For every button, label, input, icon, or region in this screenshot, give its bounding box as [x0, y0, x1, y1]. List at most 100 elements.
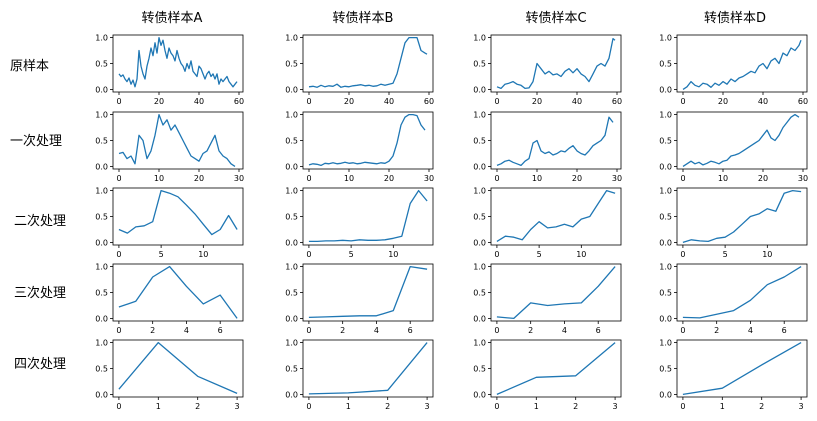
chart-panel-r2-a: 0.0 0.5 1.0 0 5 10	[95, 187, 244, 259]
axes-frame-r1-a	[112, 111, 244, 170]
row-label-original: 原样本	[10, 59, 49, 74]
y-tick-label-r3-d-2: 1.0	[659, 263, 672, 272]
y-tick-label-r3-b-1: 0.5	[285, 289, 298, 298]
y-tick-label-r2-b-1: 0.5	[285, 213, 298, 222]
x-tick-label-r1-c-0: 0	[494, 174, 499, 183]
series-line-r2-c	[496, 189, 616, 242]
chart-panel-r0-b: 0.0 0.5 1.0 0 20 40 60	[285, 34, 434, 106]
series-line-r0-d	[682, 39, 802, 90]
y-tick-label-r3-a-0: 0.0	[95, 314, 108, 323]
x-tick-label-r4-d-2: 2	[759, 402, 764, 411]
x-tick-label-r1-b-3: 30	[424, 174, 434, 183]
series-line-r1-c	[496, 116, 614, 167]
y-tick-label-r1-a-1: 0.5	[95, 137, 108, 146]
y-tick-label-r2-d-2: 1.0	[659, 187, 672, 196]
y-tick-label-r0-b-2: 1.0	[285, 34, 298, 43]
x-tick-label-r3-c-3: 6	[596, 326, 601, 335]
x-tick-label-r3-d-1: 2	[714, 326, 719, 335]
chart-panel-r3-c: 0.0 0.5 1.0 0 2 4 6	[473, 263, 622, 335]
y-tick-label-r4-a-0: 0.0	[95, 390, 108, 399]
series-line-r3-a	[118, 265, 238, 319]
row-label-third-pass: 三次处理	[14, 285, 66, 301]
x-tick-label-r4-a-1: 1	[156, 402, 161, 411]
column-titles: 转债样本A 转债样本B 转债样本C 转债样本D	[142, 11, 766, 26]
y-tick-label-r3-c-1: 0.5	[473, 289, 486, 298]
x-tick-label-r3-c-2: 4	[562, 326, 567, 335]
x-tick-label-r2-a-2: 10	[198, 250, 208, 259]
axes-frame-r3-b	[302, 263, 434, 322]
y-tick-label-r1-b-2: 1.0	[285, 111, 298, 120]
x-tick-label-r3-c-0: 0	[494, 326, 499, 335]
x-tick-label-r1-c-3: 30	[612, 174, 622, 183]
series-line-r4-a	[118, 341, 238, 394]
y-tick-label-r1-a-2: 1.0	[95, 111, 108, 120]
x-tick-label-r2-a-0: 0	[116, 250, 121, 259]
chart-panel-r1-b: 0.0 0.5 1.0 0 10 20 30	[285, 111, 434, 183]
x-tick-label-r3-d-0: 0	[680, 326, 685, 335]
y-tick-label-r4-b-1: 0.5	[285, 365, 298, 374]
x-tick-label-r0-c-1: 20	[532, 97, 542, 106]
y-tick-label-r2-c-2: 1.0	[473, 187, 486, 196]
axes-frame-r2-d	[676, 187, 808, 246]
x-tick-label-r0-d-0: 0	[680, 97, 685, 106]
x-tick-label-r1-a-0: 0	[116, 174, 121, 183]
y-tick-label-r1-b-1: 0.5	[285, 137, 298, 146]
axes-frame-r3-a	[112, 263, 244, 322]
x-tick-label-r0-a-3: 60	[234, 97, 244, 106]
y-tick-label-r0-c-0: 0.0	[473, 85, 486, 94]
y-tick-label-r0-a-2: 1.0	[95, 34, 108, 43]
x-tick-label-r0-d-1: 20	[718, 97, 728, 106]
x-tick-label-r4-c-3: 3	[613, 402, 618, 411]
y-tick-label-r0-c-1: 0.5	[473, 60, 486, 69]
y-tick-label-r4-c-0: 0.0	[473, 390, 486, 399]
x-tick-label-r3-a-0: 0	[116, 326, 121, 335]
panels: 0.00.51.00 20 40 600.00.51.00 20 40 600.00.51.…	[95, 34, 808, 411]
x-tick-label-r3-d-2: 4	[748, 326, 753, 335]
x-tick-label-r3-d-3: 6	[782, 326, 787, 335]
x-tick-label-r0-c-2: 40	[572, 97, 582, 106]
y-tick-label-r3-d-1: 0.5	[659, 289, 672, 298]
y-tick-label-r1-d-0: 0.0	[659, 162, 672, 171]
y-tick-label-r0-a-1: 0.5	[95, 60, 108, 69]
y-tick-label-r2-d-0: 0.0	[659, 238, 672, 247]
x-tick-label-r1-a-2: 20	[194, 174, 204, 183]
series-line-r4-b	[308, 342, 428, 395]
row-label-first-pass: 一次处理	[10, 133, 62, 149]
x-tick-label-r4-a-3: 3	[235, 402, 240, 411]
y-tick-label-r4-b-0: 0.0	[285, 390, 298, 399]
x-tick-label-r0-b-2: 40	[384, 97, 394, 106]
chart-panel-r3-b: 0.0 0.5 1.0 0 2 4 6	[285, 263, 434, 335]
series-line-r4-c	[496, 342, 616, 395]
y-tick-label-r3-d-0: 0.0	[659, 314, 672, 323]
x-tick-label-r3-a-2: 4	[184, 326, 189, 335]
y-tick-label-r3-b-0: 0.0	[285, 314, 298, 323]
x-tick-label-r1-c-2: 20	[572, 174, 582, 183]
y-tick-label-r0-d-2: 1.0	[659, 34, 672, 43]
x-tick-label-r4-a-0: 0	[116, 402, 121, 411]
x-tick-label-r2-d-1: 5	[723, 250, 728, 259]
y-tick-label-r4-a-1: 0.5	[95, 365, 108, 374]
y-tick-label-r1-c-2: 1.0	[473, 111, 486, 120]
y-tick-label-r2-c-1: 0.5	[473, 213, 486, 222]
x-tick-label-r3-b-0: 0	[306, 326, 311, 335]
y-tick-label-r1-d-2: 1.0	[659, 111, 672, 120]
x-tick-label-r1-d-3: 30	[798, 174, 808, 183]
y-tick-label-r0-b-0: 0.0	[285, 85, 298, 94]
series-line-r2-d	[682, 189, 802, 244]
y-tick-label-r0-d-1: 0.5	[659, 60, 672, 69]
row-label-second-pass: 二次处理	[14, 213, 66, 229]
chart-panel-r2-c: 0.0 0.5 1.0 0 5 10	[473, 187, 622, 259]
x-tick-label-r0-a-2: 40	[194, 97, 204, 106]
x-tick-label-r0-c-0: 0	[494, 97, 499, 106]
chart-panel-r3-d: 0.0 0.5 1.0 0 2 4 6	[659, 263, 808, 335]
row-labels: 原样本 一次处理 二次处理 三次处理 四次处理	[10, 59, 66, 372]
y-tick-label-r1-b-0: 0.0	[285, 162, 298, 171]
y-tick-label-r4-a-2: 1.0	[95, 339, 108, 348]
y-tick-label-r0-a-0: 0.0	[95, 85, 108, 94]
x-tick-label-r4-c-2: 2	[573, 402, 578, 411]
chart-panel-r4-d: 0.0 0.5 1.0 0 1 2 3	[659, 339, 808, 411]
x-tick-label-r0-a-0: 0	[116, 97, 121, 106]
column-title-b: 转债样本B	[333, 11, 394, 26]
chart-panel-r1-d: 0.0 0.5 1.0 0 10 20 30	[659, 111, 808, 183]
